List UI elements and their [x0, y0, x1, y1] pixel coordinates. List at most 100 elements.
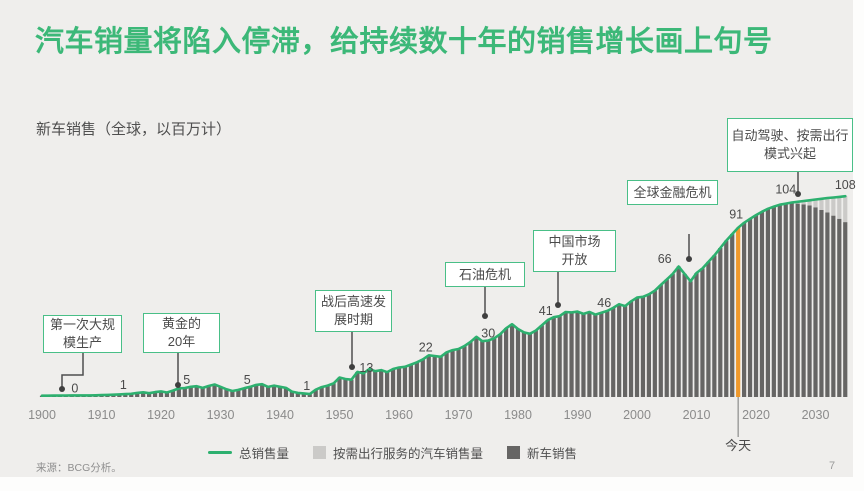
x-tick-1940: 1940: [266, 408, 294, 422]
new-car-sales-bar: [313, 389, 318, 397]
new-car-sales-bar: [420, 359, 425, 397]
new-car-sales-bar: [379, 370, 384, 397]
new-car-sales-bar: [724, 240, 729, 397]
page-number: 7: [829, 460, 836, 472]
new-car-sales-bar: [617, 304, 622, 397]
x-tick-1920: 1920: [147, 408, 175, 422]
legend-label-total-sales: 总销售量: [239, 447, 290, 461]
legend-item-on-demand-sales: 按需出行服务的汽车销售量: [313, 443, 483, 462]
value-label-46: 46: [597, 296, 611, 310]
new-car-sales-bar: [396, 367, 402, 397]
legend-label-on-demand-sales: 按需出行服务的汽车销售量: [333, 447, 484, 461]
new-car-sales-bar: [753, 215, 759, 397]
new-car-sales-bar: [480, 341, 485, 397]
x-tick-1960: 1960: [385, 408, 413, 422]
new-car-sales-bar: [164, 392, 170, 397]
bars-group: [39, 196, 848, 397]
new-car-sales-bar: [462, 346, 467, 397]
new-car-sales-bar: [135, 392, 140, 397]
new-car-sales-bar: [843, 222, 848, 397]
new-car-sales-bar: [563, 312, 568, 397]
new-car-sales-bar: [486, 340, 491, 397]
new-car-sales-bar: [599, 312, 604, 397]
annotation-box-golden-20-years: 黄金的 20年: [143, 313, 220, 353]
value-label-91: 91: [729, 208, 743, 222]
page-title: 汽车销量将陷入停滞，给持续数十年的销售增长画上句号: [35, 26, 773, 58]
x-axis-labels: 1900 1910 1920 1930 1940 1950 1960 1970 1980 1990…: [28, 408, 829, 422]
new-car-sales-bar: [664, 279, 669, 397]
new-car-sales-bar: [789, 203, 794, 397]
new-car-sales-bar: [765, 208, 770, 397]
on-demand-sales-bar: [819, 198, 824, 210]
new-car-sales-bar: [289, 391, 294, 397]
new-car-sales-bar: [807, 205, 812, 397]
new-car-sales-bar: [527, 333, 532, 397]
x-tick-1980: 1980: [504, 408, 532, 422]
new-car-sales-bar: [628, 301, 634, 397]
new-car-sales-bar: [283, 387, 289, 397]
value-label-0: 0: [71, 382, 78, 396]
new-car-sales-bar: [813, 207, 818, 397]
new-car-sales-bar: [349, 379, 354, 397]
value-label-66: 66: [658, 252, 672, 266]
legend-item-total-sales: 总销售量: [208, 443, 289, 462]
bottom-margin-strip: [0, 477, 864, 491]
new-car-sales-bar: [319, 387, 324, 397]
new-car-sales-bar: [390, 368, 396, 397]
new-car-sales-bar: [218, 386, 223, 397]
total-sales-line: [40, 194, 847, 398]
annotation-dot-oil-crisis: [482, 313, 488, 319]
new-car-sales-bar: [712, 255, 717, 397]
new-car-sales-bar: [492, 338, 497, 397]
new-car-sales-bar: [587, 312, 592, 397]
new-car-sales-bar: [176, 388, 181, 397]
value-label-41: 41: [539, 304, 553, 318]
new-car-sales-bar: [206, 386, 211, 397]
on-demand-sales-bar: [831, 197, 836, 216]
x-tick-1900: 1900: [28, 408, 56, 422]
on-demand-sales-bar: [837, 196, 842, 219]
source-note: 来源：BCG分析。: [36, 462, 122, 474]
new-car-sales-bar: [557, 316, 562, 397]
new-car-sales-bar: [260, 384, 265, 397]
value-label-5: 5: [183, 373, 190, 387]
on-demand-sales-bar: [813, 199, 818, 208]
new-car-sales-bar: [343, 378, 348, 397]
new-car-sales-bar: [670, 273, 675, 397]
new-car-sales-bar: [158, 391, 164, 397]
x-tick-1970: 1970: [445, 408, 473, 422]
new-car-sales-bar: [759, 211, 765, 397]
new-car-sales-bar: [414, 362, 419, 397]
new-car-sales-bar: [825, 212, 830, 397]
new-car-sales-bar: [408, 364, 413, 397]
new-car-sales-bar: [438, 356, 443, 397]
chart-subtitle: 新车销售（全球，以百万计）: [36, 121, 232, 138]
new-car-sales-bar: [652, 290, 657, 397]
new-car-sales-bar: [230, 391, 235, 397]
new-car-sales-bar: [581, 313, 586, 397]
new-car-sales-bar: [385, 372, 390, 397]
new-car-sales-bar: [337, 377, 342, 397]
new-car-sales-bar: [795, 203, 800, 397]
annotation-dot-golden-20-years: [175, 382, 181, 388]
annotation-box-global-financial-crisis: 全球金融危机: [627, 180, 718, 205]
new-car-sales-bar: [706, 261, 711, 397]
new-car-sales-bar: [837, 218, 842, 397]
new-car-sales-bar: [152, 392, 158, 397]
on-demand-sales-bar: [807, 200, 812, 206]
new-car-sales-bar: [444, 352, 449, 397]
annotation-dot-global-financial-crisis: [686, 256, 692, 262]
new-car-sales-bar: [700, 268, 705, 397]
today-label: 今天: [725, 438, 751, 453]
new-car-sales-bar: [509, 324, 515, 397]
value-label-1: 1: [303, 379, 310, 393]
annotation-box-oil-crisis: 石油危机: [445, 262, 525, 287]
new-car-sales-bar: [147, 393, 152, 397]
new-car-sales-bar: [801, 204, 806, 397]
new-car-sales-bar: [331, 383, 336, 397]
new-car-sales-bar: [194, 386, 199, 397]
value-label-1: 1: [120, 378, 127, 392]
new-car-sales-bar: [277, 386, 283, 397]
new-car-sales-bar: [688, 281, 693, 397]
total-sales-line-swatch: [208, 451, 232, 454]
